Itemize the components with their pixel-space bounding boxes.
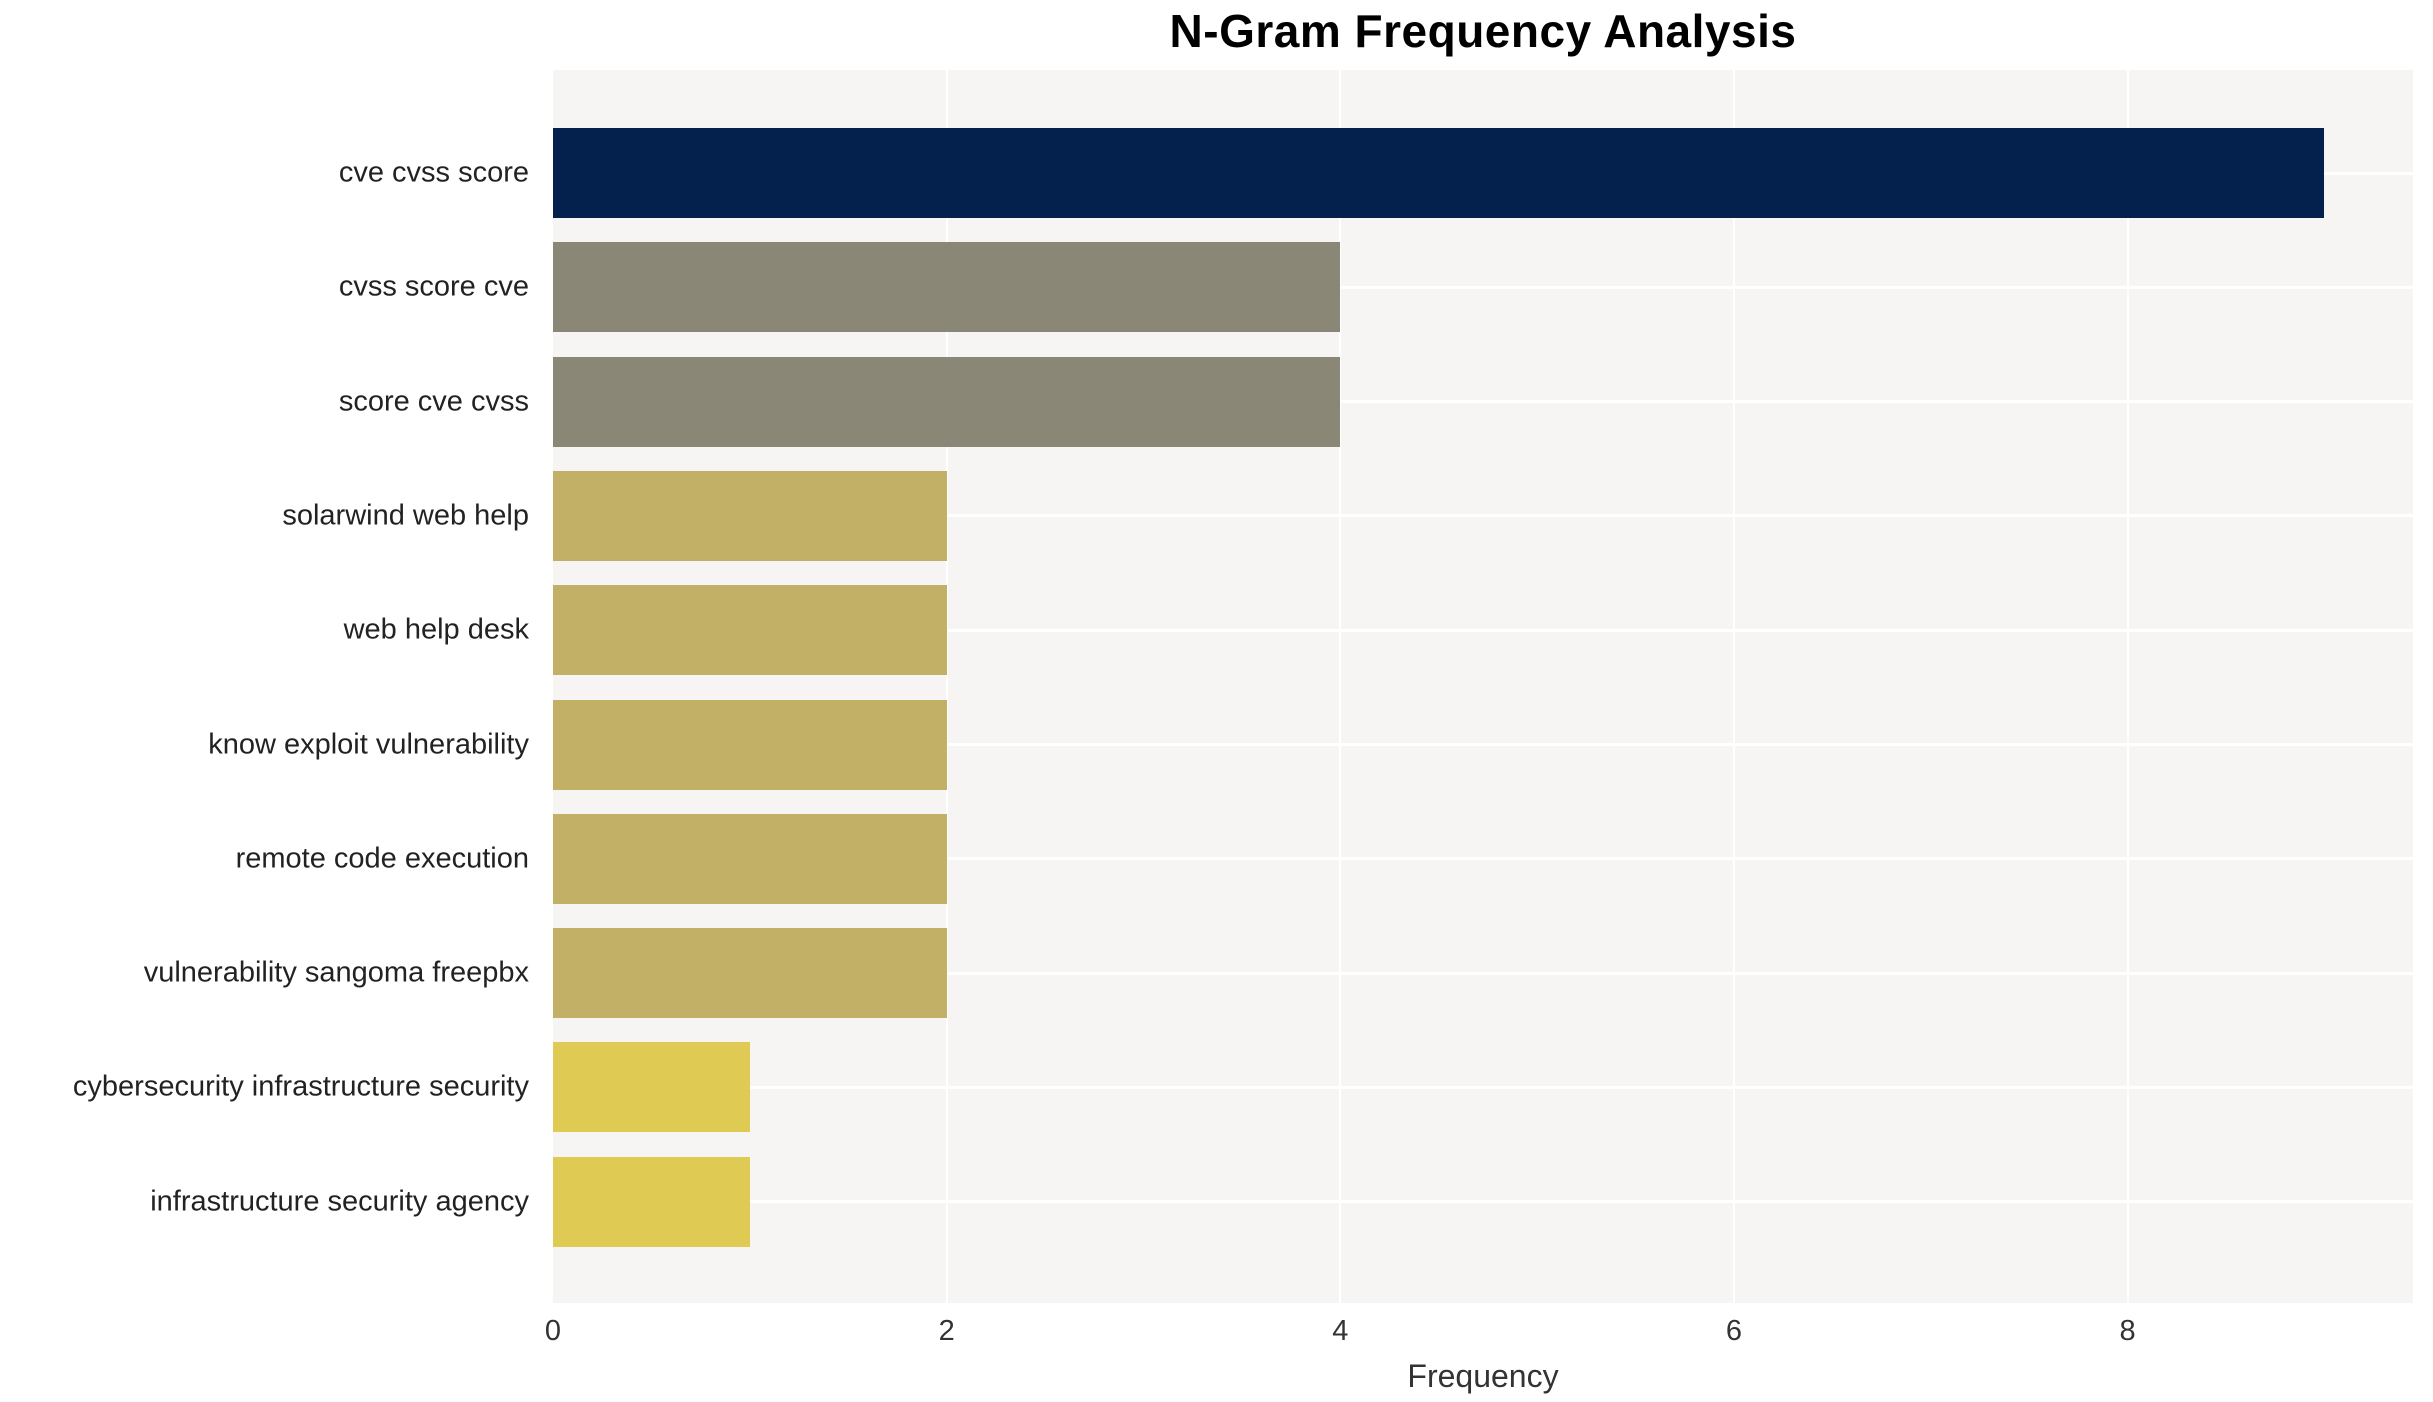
y-tick-label: web help desk: [343, 613, 529, 646]
x-tick-label: 0: [544, 1315, 562, 1347]
y-gridline: [553, 400, 2413, 404]
bar-cybersecurity-infrastructure-security: [553, 1042, 750, 1133]
bar-know-exploit-vulnerability: [553, 699, 947, 790]
y-tick-label: cve cvss score: [338, 156, 529, 189]
bar-remote-code-execution: [553, 813, 947, 904]
y-gridline: [553, 857, 2413, 861]
x-axis: 0 2 4 6 8: [545, 1303, 2413, 1363]
chart-title: N-Gram Frequency Analysis: [1169, 5, 1797, 57]
x-gridline: [1732, 70, 1735, 1303]
y-tick-label: remote code execution: [235, 842, 529, 875]
bar-score-cve-cvss: [553, 356, 1341, 447]
y-tick-label: solarwind web help: [282, 499, 529, 532]
x-tick-label: 6: [1725, 1315, 1743, 1347]
y-tick-label: cvss score cve: [338, 270, 529, 303]
y-tick-label: know exploit vulnerability: [208, 728, 529, 760]
y-gridline: [553, 971, 2413, 975]
x-tick-label: 2: [938, 1315, 955, 1347]
x-gridline: [2126, 70, 2129, 1303]
y-tick-label: score cve cvss: [338, 385, 529, 418]
bar-cve-cvss-score: [553, 128, 2325, 218]
y-tick-label: cybersecurity infrastructure security: [72, 1070, 529, 1103]
y-tick-label: infrastructure security agency: [150, 1185, 529, 1218]
bar-solarwind-web-help: [553, 470, 947, 561]
bar-infrastructure-security-agency: [553, 1156, 750, 1247]
x-tick-label: 8: [2119, 1315, 2136, 1347]
y-gridline: [553, 1085, 2413, 1089]
bar-vulnerability-sangoma-freepbx: [553, 928, 947, 1019]
bar-web-help-desk: [553, 585, 947, 676]
plot-area: [553, 70, 2413, 1303]
x-gridline: [945, 70, 948, 1303]
y-gridline: [553, 285, 2413, 289]
x-axis-title: Frequency: [1407, 1358, 1559, 1394]
y-gridline: [553, 628, 2413, 632]
y-gridline: [553, 514, 2413, 518]
y-tick-label: vulnerability sangoma freepbx: [143, 956, 529, 989]
x-tick-label: 4: [1332, 1315, 1349, 1347]
y-gridline: [553, 1200, 2413, 1204]
y-gridline: [553, 743, 2413, 746]
x-gridline: [1339, 70, 1342, 1303]
bar-cvss-score-cve: [553, 242, 1341, 333]
y-axis-labels: cve cvss score cvss score cve score cve cv…: [0, 70, 541, 1303]
